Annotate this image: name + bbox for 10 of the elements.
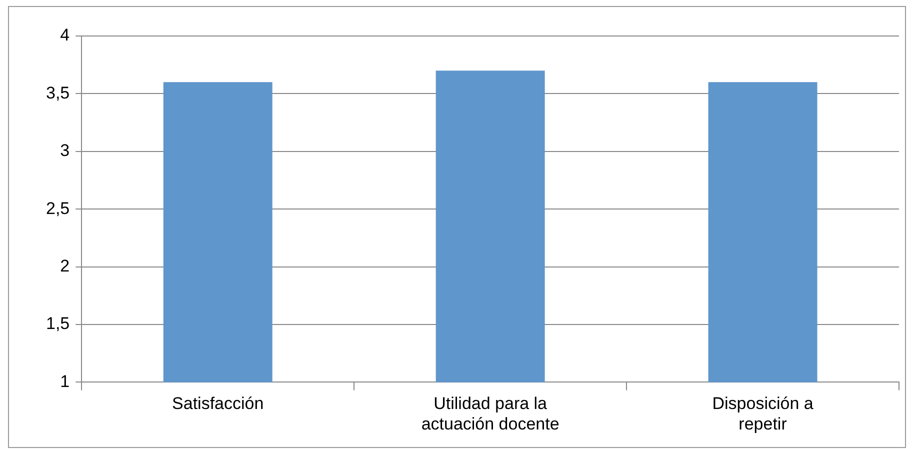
y-tick-label: 3,5 <box>46 83 70 102</box>
y-tick-label: 1 <box>60 372 70 391</box>
x-tick-label: Satisfacción <box>172 394 264 414</box>
y-tick-label: 1,5 <box>46 314 70 334</box>
y-tick-label: 2 <box>60 256 70 276</box>
x-tick-label: Utilidad para la actuación docente <box>421 394 560 434</box>
y-tick-label: 4 <box>60 26 70 45</box>
y-tick-label: 2,5 <box>46 198 70 218</box>
x-tick-label: Disposición a repetir <box>712 394 814 434</box>
y-tick-label: 3 <box>60 141 70 160</box>
